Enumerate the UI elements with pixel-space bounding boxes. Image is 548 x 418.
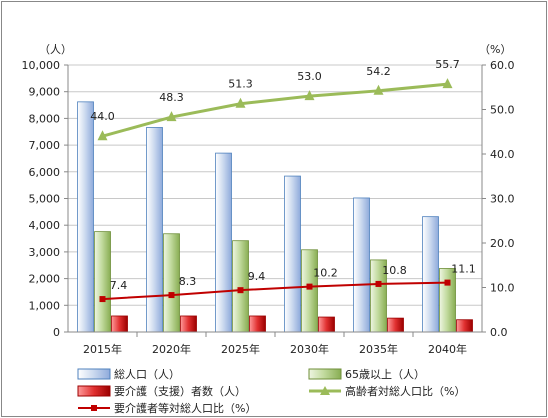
bar-total-population: [422, 216, 439, 333]
data-label-elderly-ratio: 44.0: [90, 110, 115, 123]
x-tick-label: 2020年: [152, 342, 191, 356]
line-care-ratio: [102, 281, 448, 301]
bar-total-population: [146, 127, 163, 333]
left-tick-label: 10,000: [22, 59, 61, 72]
gridlines: [64, 64, 486, 337]
data-label-care-ratio: 11.1: [451, 263, 476, 276]
tick-labels: 0 1,000 2,000 3,000 4,000 5,000 6,000 7,000 8,00…: [22, 59, 515, 356]
right-tick-label: 50.0: [490, 104, 515, 117]
right-axis-unit: （%）: [479, 43, 511, 56]
bar-care-support: [180, 315, 197, 333]
data-label-care-ratio: 10.2: [313, 267, 338, 280]
legend-label-total-pop: 総人口（人）: [114, 367, 180, 381]
legend-label-care: 要介護（支援）者数（人）: [114, 384, 246, 398]
data-label-elderly-ratio: 51.3: [228, 78, 253, 91]
line-elderly-ratio: [102, 82, 448, 138]
bar-65-plus: [163, 233, 180, 333]
legend-label-elderly-ratio: 高齢者対総人口比（%）: [345, 384, 465, 398]
left-tick-label: 3,000: [29, 246, 61, 259]
marker-elderly-ratio: [166, 111, 177, 122]
legend-swatch-65plus: [308, 368, 342, 380]
data-label-care-ratio: 7.4: [110, 279, 128, 292]
legend-swatch-total-pop: [77, 368, 111, 380]
left-tick-label: 6,000: [29, 166, 61, 179]
marker-care-ratio: [375, 280, 382, 287]
x-tick-label: 2030年: [290, 342, 329, 356]
marker-care-ratio: [237, 287, 244, 294]
legend-label-care-ratio: 要介護者等対総人口比（%）: [114, 401, 256, 415]
left-tick-label: 4,000: [29, 219, 61, 232]
x-tick-label: 2025年: [221, 342, 260, 356]
data-label-elderly-ratio: 53.0: [297, 70, 322, 83]
data-label-elderly-ratio: 55.7: [435, 58, 460, 71]
marker-elderly-ratio: [442, 78, 453, 89]
right-tick-label: 60.0: [490, 59, 515, 72]
legend: 総人口（人） 65歳以上（人） 要介護（支援）者数（人） 高齢者対総人口比（%）…: [77, 367, 465, 415]
bar-total-population: [215, 152, 232, 333]
marker-care-ratio: [306, 283, 313, 290]
legend-swatch-care: [77, 385, 111, 397]
axes: [67, 65, 483, 333]
x-tick-label: 2015年: [83, 342, 122, 356]
marker-elderly-ratio: [235, 97, 246, 108]
legend-label-65plus: 65歳以上（人）: [345, 368, 425, 381]
data-label-care-ratio: 8.3: [179, 275, 197, 288]
marker-care-ratio: [444, 279, 451, 286]
left-tick-label: 2,000: [29, 273, 61, 286]
marker-care-ratio: [99, 296, 106, 303]
bar-care-support: [249, 315, 266, 333]
marker-elderly-ratio: [304, 90, 315, 101]
left-tick-label: 9,000: [29, 86, 61, 99]
legend-marker-elderly-ratio: [320, 386, 330, 395]
left-axis-unit: （人）: [39, 43, 72, 56]
line-series-group: 44.0 48.3 51.3 53.0 54.2 55.7 7.4 8.3 9.4 10.2 10.…: [90, 58, 476, 303]
bar-65-plus: [232, 240, 249, 333]
bar-65-plus: [439, 268, 456, 333]
x-tick-label: 2035年: [359, 342, 398, 356]
legend-marker-care-ratio: [91, 405, 97, 411]
data-label-elderly-ratio: 54.2: [366, 65, 391, 78]
data-label-care-ratio: 9.4: [248, 270, 266, 283]
right-tick-label: 0.0: [490, 326, 508, 339]
bar-care-support: [111, 315, 128, 333]
bar-65-plus: [301, 249, 318, 333]
data-label-care-ratio: 10.8: [382, 264, 407, 277]
right-tick-label: 40.0: [490, 148, 515, 161]
bar-total-population: [353, 197, 370, 333]
marker-care-ratio: [168, 292, 175, 299]
right-tick-label: 20.0: [490, 237, 515, 250]
bar-total-population: [77, 101, 94, 333]
bar-care-support: [456, 319, 473, 333]
left-tick-label: 7,000: [29, 139, 61, 152]
bar-total-population: [284, 175, 301, 333]
marker-elderly-ratio: [97, 130, 108, 141]
bar-care-support: [387, 317, 404, 333]
left-tick-label: 1,000: [29, 299, 61, 312]
left-tick-label: 0: [53, 326, 60, 339]
x-tick-label: 2040年: [428, 342, 467, 356]
marker-elderly-ratio: [373, 84, 384, 95]
left-tick-label: 5,000: [29, 193, 61, 206]
left-tick-label: 8,000: [29, 112, 61, 125]
bar-65-plus: [94, 231, 111, 333]
data-label-elderly-ratio: 48.3: [159, 91, 184, 104]
right-tick-label: 10.0: [490, 282, 515, 295]
right-tick-label: 30.0: [490, 193, 515, 206]
bar-care-support: [318, 316, 335, 333]
